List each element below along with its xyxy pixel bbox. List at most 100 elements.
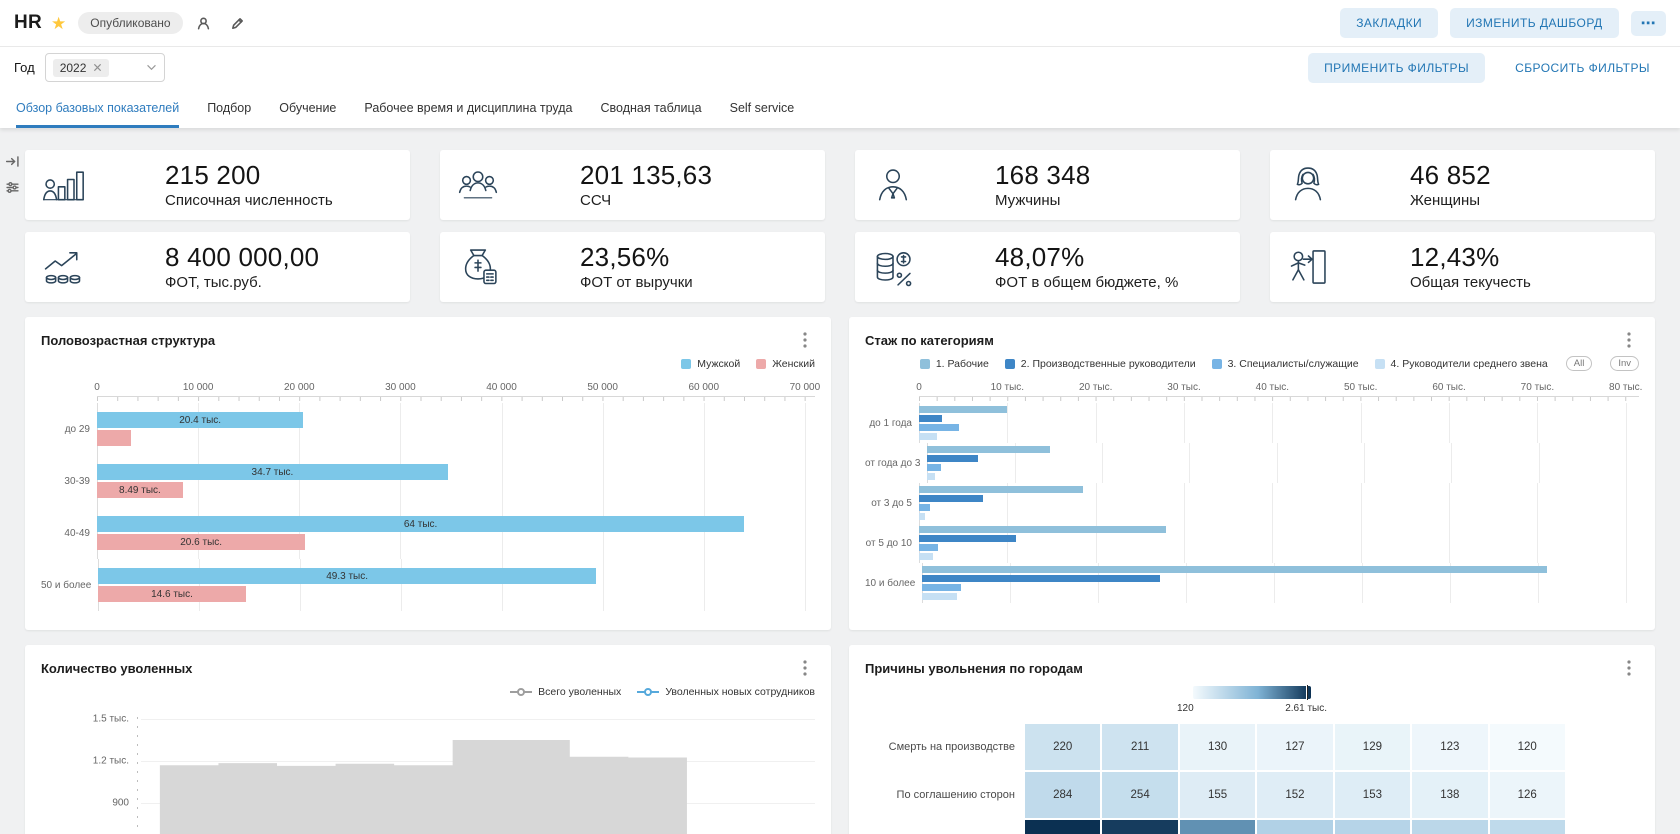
bar-3-специалисты-служащие[interactable]	[922, 584, 961, 591]
heatmap-cell[interactable]: 376	[1257, 820, 1333, 834]
more-button[interactable]: ⋯	[1630, 10, 1666, 36]
category-group-50-и-более: 50 и более 49.3 тыс. 14.6 тыс.	[41, 559, 815, 611]
bar-1-рабочие[interactable]	[919, 406, 1008, 413]
filters-panel-button[interactable]	[3, 178, 21, 196]
chart-menu-button[interactable]	[1619, 330, 1639, 350]
heatmap-cell[interactable]: 312	[1412, 820, 1488, 834]
gridline	[1537, 563, 1539, 603]
legend-item-3-специалисты-служащие[interactable]: 3. Специалисты/служащие	[1211, 358, 1359, 370]
legend-item-уволенных-новых-сотрудников[interactable]: Уволенных новых сотрудников	[637, 686, 815, 698]
legend-item-всего-уволенных[interactable]: Всего уволенных	[510, 686, 621, 698]
tab-обзор-базовых-показателей[interactable]: Обзор базовых показателей	[16, 88, 180, 128]
heatmap-cell[interactable]: 127	[1257, 724, 1333, 770]
gridline	[1272, 523, 1274, 563]
chart-legend: 1. Рабочие 2. Производственные руководите…	[865, 356, 1639, 371]
total-dismissed-area-series[interactable]	[141, 703, 815, 834]
bar-2-производственные-руководители[interactable]	[927, 455, 979, 462]
tab-подбор[interactable]: Подбор	[207, 100, 252, 115]
heatmap-cell[interactable]: 211	[1102, 724, 1178, 770]
heatmap-cell[interactable]: 120	[1489, 724, 1565, 770]
heatmap-cell[interactable]: 155	[1179, 772, 1256, 818]
gridline	[501, 455, 503, 507]
tab-self-service[interactable]: Self service	[729, 100, 795, 115]
heatmap-cell[interactable]: 153	[1334, 772, 1411, 818]
reset-filters-button[interactable]: СБРОСИТЬ ФИЛЬТРЫ	[1499, 53, 1666, 83]
edit-pencil-button[interactable]	[225, 10, 251, 36]
bar-3-специалисты-служащие[interactable]	[919, 544, 938, 551]
y-tick-label: 1.2 тыс.	[92, 755, 129, 767]
heatmap-cell[interactable]: 126	[1489, 772, 1565, 818]
tab-рабочее-время-и-дисциплина-труда[interactable]: Рабочее время и дисциплина труда	[364, 100, 573, 115]
gridline	[1098, 563, 1100, 603]
bar-4-руководители-среднего-звена[interactable]	[919, 433, 937, 440]
bar-1-рабочие[interactable]	[919, 526, 1167, 533]
bar-женский[interactable]: 20.6 тыс.	[97, 534, 306, 550]
bar-2-производственные-руководители[interactable]	[919, 495, 984, 502]
relations-button[interactable]	[191, 10, 217, 36]
heatmap-cell[interactable]: 138	[1412, 772, 1488, 818]
bar-1-рабочие[interactable]	[927, 446, 1050, 453]
heatmap-cell[interactable]: 254	[1102, 772, 1178, 818]
gridline	[1625, 563, 1627, 603]
legend-item-4-руководители-среднего-звена[interactable]: 4. Руководители среднего звена	[1374, 358, 1548, 370]
legend-item-женский[interactable]: Женский	[756, 358, 815, 370]
bar-2-производственные-руководители[interactable]	[919, 535, 1017, 542]
year-select[interactable]: 2022	[44, 53, 165, 82]
bar-1-рабочие[interactable]	[919, 486, 1084, 493]
legend-control-all[interactable]: All	[1565, 356, 1593, 371]
expand-panel-button[interactable]	[3, 152, 21, 170]
bookmarks-button[interactable]: ЗАКЛАДКИ	[1340, 8, 1439, 38]
heatmap-cell[interactable]: 129	[1334, 724, 1411, 770]
legend-item-1-рабочие[interactable]: 1. Рабочие	[919, 358, 989, 370]
apply-filters-button[interactable]: ПРИМЕНИТЬ ФИЛЬТРЫ	[1308, 52, 1486, 83]
category-label: 10 и более	[865, 577, 916, 589]
heatmap-cell[interactable]: 152	[1257, 772, 1333, 818]
x-tick-label: 70 000	[789, 382, 821, 393]
gridline	[299, 507, 301, 559]
bar-мужской[interactable]: 34.7 тыс.	[97, 464, 448, 480]
tab-сводная-таблица[interactable]: Сводная таблица	[600, 100, 702, 115]
bar-3-специалисты-служащие[interactable]	[919, 504, 931, 511]
remove-year-icon[interactable]	[93, 63, 102, 72]
gridline	[804, 403, 806, 455]
heatmap-cell[interactable]: 1 192	[1179, 820, 1256, 834]
gridline	[400, 455, 402, 507]
bar-3-специалисты-служащие[interactable]	[927, 464, 942, 471]
legend-item-мужской[interactable]: Мужской	[681, 358, 740, 370]
bar-женский[interactable]: 8.49 тыс.	[97, 482, 183, 498]
heatmap-cell[interactable]: 130	[1179, 724, 1256, 770]
heatmap-cell[interactable]: 220	[1025, 724, 1101, 770]
bar-женский[interactable]: 14.6 тыс.	[98, 586, 246, 602]
bar-3-специалисты-служащие[interactable]	[919, 424, 959, 431]
bar-4-руководители-среднего-звена[interactable]	[927, 473, 936, 480]
edit-dashboard-button[interactable]: ИЗМЕНИТЬ ДАШБОРД	[1450, 8, 1619, 38]
heatmap-cell[interactable]: 284	[1025, 772, 1101, 818]
chart-menu-button[interactable]	[1619, 658, 1639, 678]
bar-2-производственные-руководители[interactable]	[919, 415, 942, 422]
bar-4-руководители-среднего-звена[interactable]	[919, 513, 926, 520]
heatmap-cell[interactable]: 288	[1489, 820, 1565, 834]
bar-мужской[interactable]: 49.3 тыс.	[98, 568, 596, 584]
heatmap-cell[interactable]: 2 610	[1025, 820, 1101, 834]
bar-мужской[interactable]: 20.4 тыс.	[97, 412, 304, 428]
bar-4-руководители-среднего-звена[interactable]	[922, 593, 958, 600]
legend-control-inv[interactable]: Inv	[1610, 356, 1639, 371]
bar-женский[interactable]	[97, 430, 132, 446]
bar-2-производственные-руководители[interactable]	[922, 575, 1160, 582]
chart-menu-button[interactable]	[795, 658, 815, 678]
bar-4-руководители-среднего-звена[interactable]	[919, 553, 934, 560]
x-tick-label: 50 тыс.	[1343, 382, 1378, 393]
chart-title: Половозрастная структура	[41, 332, 216, 348]
heatmap-cell[interactable]: 2 408	[1102, 820, 1178, 834]
gridline	[1186, 563, 1188, 603]
chart-menu-button[interactable]	[795, 330, 815, 350]
heatmap-cell[interactable]: 345	[1334, 820, 1411, 834]
bar-1-рабочие[interactable]	[922, 566, 1547, 573]
x-tick-label: 20 тыс.	[1078, 382, 1113, 393]
legend-item-2-производственные-руководители[interactable]: 2. Производственные руководители	[1004, 358, 1196, 370]
heatmap-cell[interactable]: 123	[1412, 724, 1488, 770]
bar-мужской[interactable]: 64 тыс.	[97, 516, 745, 532]
tab-обучение[interactable]: Обучение	[279, 100, 337, 115]
gridline	[198, 507, 200, 559]
favorite-star-icon[interactable]: ★	[51, 13, 67, 33]
